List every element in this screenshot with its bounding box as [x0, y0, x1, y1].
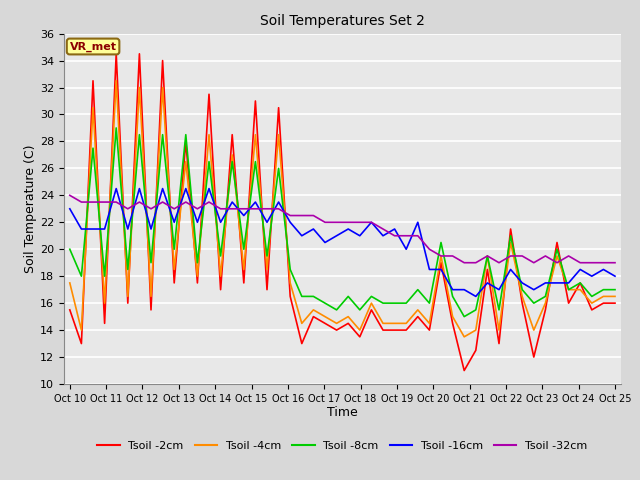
Y-axis label: Soil Temperature (C): Soil Temperature (C)	[24, 144, 37, 273]
X-axis label: Time: Time	[327, 407, 358, 420]
Title: Soil Temperatures Set 2: Soil Temperatures Set 2	[260, 14, 425, 28]
Text: VR_met: VR_met	[70, 41, 116, 52]
Legend: Tsoil -2cm, Tsoil -4cm, Tsoil -8cm, Tsoil -16cm, Tsoil -32cm: Tsoil -2cm, Tsoil -4cm, Tsoil -8cm, Tsoi…	[93, 437, 592, 456]
